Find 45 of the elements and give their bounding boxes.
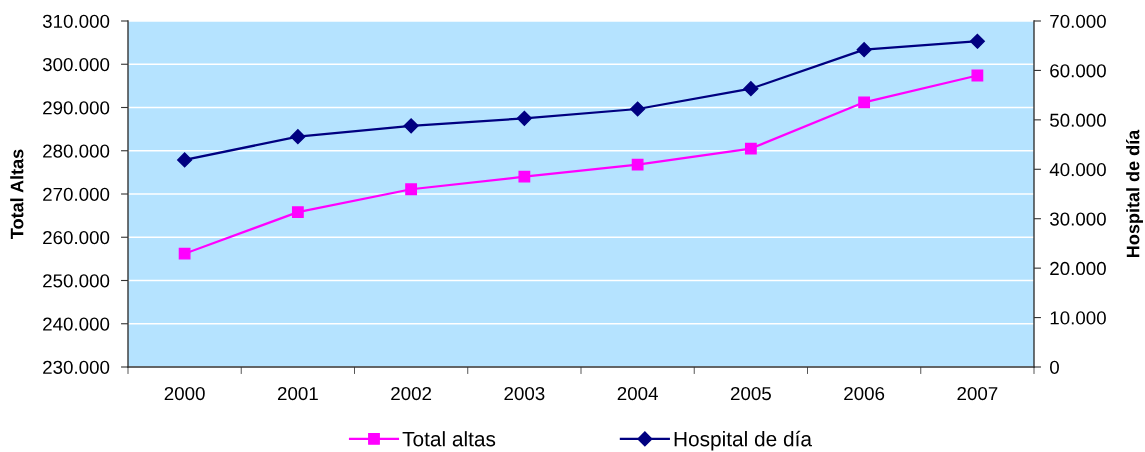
point (178, 247, 191, 260)
legend-label: Total altas (402, 431, 496, 447)
point (290, 129, 306, 145)
y-tick-label: 240.000 (43, 317, 110, 331)
point (291, 206, 304, 219)
y2-axis-title: Hospital de día (1126, 129, 1143, 257)
legend-label: Hospital de día (674, 430, 812, 451)
y-tick-label: 290.000 (43, 101, 110, 115)
y2-tick-label: 10.000 (1050, 311, 1106, 325)
y-tick-label: 260.000 (43, 230, 110, 245)
y-tick-label: 270.000 (43, 187, 110, 201)
point (516, 110, 532, 126)
y-tick-label: 280.000 (43, 144, 110, 158)
point (403, 118, 419, 134)
point (743, 81, 759, 97)
y-tick-label: 310.000 (42, 14, 110, 28)
y-axis-title: Total Altas (10, 149, 24, 239)
point (631, 158, 644, 171)
point (405, 183, 418, 196)
x-tick-label: 2003 (504, 386, 545, 401)
x-tick-label: 2001 (277, 386, 318, 401)
point (744, 142, 757, 155)
x-tick-label: 2005 (730, 386, 771, 401)
point (177, 152, 193, 168)
y2-tick-label: 40.000 (1049, 162, 1106, 177)
y2-tick-label: 20.000 (1050, 261, 1106, 276)
point (858, 96, 871, 109)
y-tick-label: 250.000 (43, 274, 110, 288)
x-tick-label: 2007 (957, 386, 998, 401)
y-tick-label: 300.000 (42, 57, 110, 72)
y2-tick-label: 30.000 (1049, 212, 1106, 226)
point (971, 69, 984, 82)
x-tick-label: 2004 (617, 386, 658, 401)
x-tick-label: 2000 (164, 386, 205, 401)
point (518, 170, 531, 183)
point (969, 33, 985, 49)
point (630, 101, 646, 117)
y2-tick-label: 0 (1050, 360, 1059, 374)
y2-tick-label: 50.000 (1050, 113, 1106, 127)
y2-tick-label: 60.000 (1050, 64, 1106, 78)
y2-tick-label: 70.000 (1050, 14, 1106, 28)
point (856, 42, 872, 58)
x-tick-label: 2006 (844, 386, 885, 401)
x-tick-label: 2002 (391, 386, 432, 401)
y-tick-label: 230.000 (43, 360, 110, 374)
